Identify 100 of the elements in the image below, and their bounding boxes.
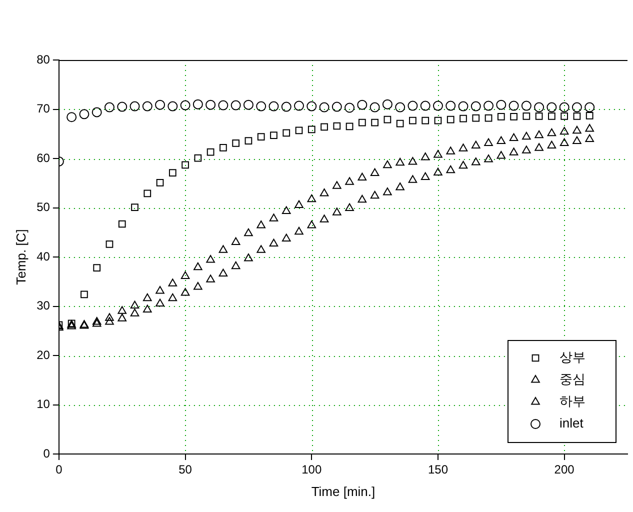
point bbox=[434, 168, 442, 176]
point bbox=[434, 150, 442, 158]
point bbox=[231, 261, 240, 270]
x-tick-label: 50 bbox=[178, 462, 192, 477]
point bbox=[257, 133, 265, 141]
point bbox=[332, 208, 342, 216]
y-tick-label: 10 bbox=[36, 397, 50, 412]
point bbox=[458, 101, 468, 112]
point bbox=[384, 116, 392, 124]
point bbox=[458, 144, 468, 152]
point bbox=[130, 300, 140, 309]
point bbox=[420, 152, 430, 160]
point bbox=[220, 144, 227, 152]
point bbox=[130, 308, 140, 316]
point bbox=[130, 101, 140, 112]
point bbox=[332, 102, 342, 112]
point bbox=[295, 126, 303, 134]
point bbox=[155, 100, 166, 110]
point bbox=[572, 136, 582, 144]
point bbox=[408, 156, 418, 165]
point bbox=[509, 148, 518, 156]
point bbox=[117, 102, 128, 112]
point bbox=[244, 253, 253, 262]
point bbox=[345, 203, 354, 211]
point bbox=[66, 112, 77, 122]
point bbox=[156, 178, 164, 186]
point bbox=[472, 114, 480, 122]
point bbox=[585, 134, 594, 142]
x-tick-label: 0 bbox=[56, 462, 63, 477]
point bbox=[522, 112, 530, 120]
point bbox=[282, 129, 290, 137]
point bbox=[496, 100, 506, 110]
point bbox=[231, 237, 240, 245]
point bbox=[509, 133, 518, 142]
x-tick-label: 200 bbox=[554, 462, 575, 477]
point bbox=[142, 101, 152, 112]
point bbox=[446, 146, 456, 154]
point bbox=[572, 126, 582, 134]
point bbox=[547, 128, 556, 136]
point bbox=[282, 234, 291, 242]
point bbox=[496, 151, 506, 159]
x-axis-title: Time [min.] bbox=[311, 484, 376, 499]
point bbox=[244, 228, 253, 236]
point bbox=[484, 138, 493, 146]
point bbox=[370, 168, 380, 176]
point bbox=[383, 187, 392, 196]
point bbox=[244, 137, 252, 144]
point bbox=[585, 124, 594, 132]
point bbox=[105, 313, 114, 321]
point bbox=[484, 100, 494, 111]
legend-label: 하부 bbox=[560, 394, 586, 409]
point bbox=[535, 112, 543, 120]
point bbox=[383, 160, 392, 168]
point bbox=[243, 100, 254, 110]
point bbox=[269, 238, 278, 246]
point bbox=[572, 102, 582, 112]
point bbox=[345, 177, 354, 185]
point bbox=[256, 220, 266, 228]
point bbox=[307, 220, 316, 228]
point bbox=[396, 182, 404, 190]
point bbox=[344, 102, 355, 113]
point bbox=[106, 240, 114, 248]
point bbox=[194, 262, 202, 270]
point bbox=[306, 101, 317, 112]
point bbox=[206, 274, 215, 282]
point bbox=[371, 118, 378, 126]
point bbox=[92, 107, 102, 118]
point bbox=[320, 214, 329, 222]
legend-label: 중심 bbox=[560, 372, 586, 387]
y-tick-label: 70 bbox=[36, 102, 50, 116]
point bbox=[230, 100, 241, 110]
point bbox=[484, 154, 493, 162]
point bbox=[118, 314, 127, 322]
point bbox=[432, 100, 443, 111]
point bbox=[333, 122, 341, 130]
point bbox=[180, 271, 190, 279]
point bbox=[548, 112, 556, 120]
point bbox=[206, 148, 214, 156]
point bbox=[358, 172, 367, 180]
point bbox=[218, 245, 228, 253]
point bbox=[471, 157, 480, 166]
point bbox=[269, 214, 278, 222]
point bbox=[168, 293, 178, 302]
point bbox=[408, 175, 418, 183]
point bbox=[320, 123, 328, 131]
point bbox=[256, 245, 266, 253]
point bbox=[319, 102, 330, 112]
point bbox=[332, 181, 342, 189]
point bbox=[294, 200, 304, 208]
point bbox=[522, 146, 531, 154]
point bbox=[118, 220, 126, 228]
x-tick-label: 150 bbox=[428, 462, 448, 477]
point bbox=[93, 264, 101, 272]
legend-label: 상부 bbox=[560, 350, 586, 365]
point bbox=[194, 154, 202, 162]
point bbox=[497, 112, 505, 120]
point bbox=[422, 116, 430, 124]
y-axis-title: Temp. [C] bbox=[13, 229, 28, 285]
point bbox=[446, 116, 454, 124]
point bbox=[358, 194, 367, 203]
